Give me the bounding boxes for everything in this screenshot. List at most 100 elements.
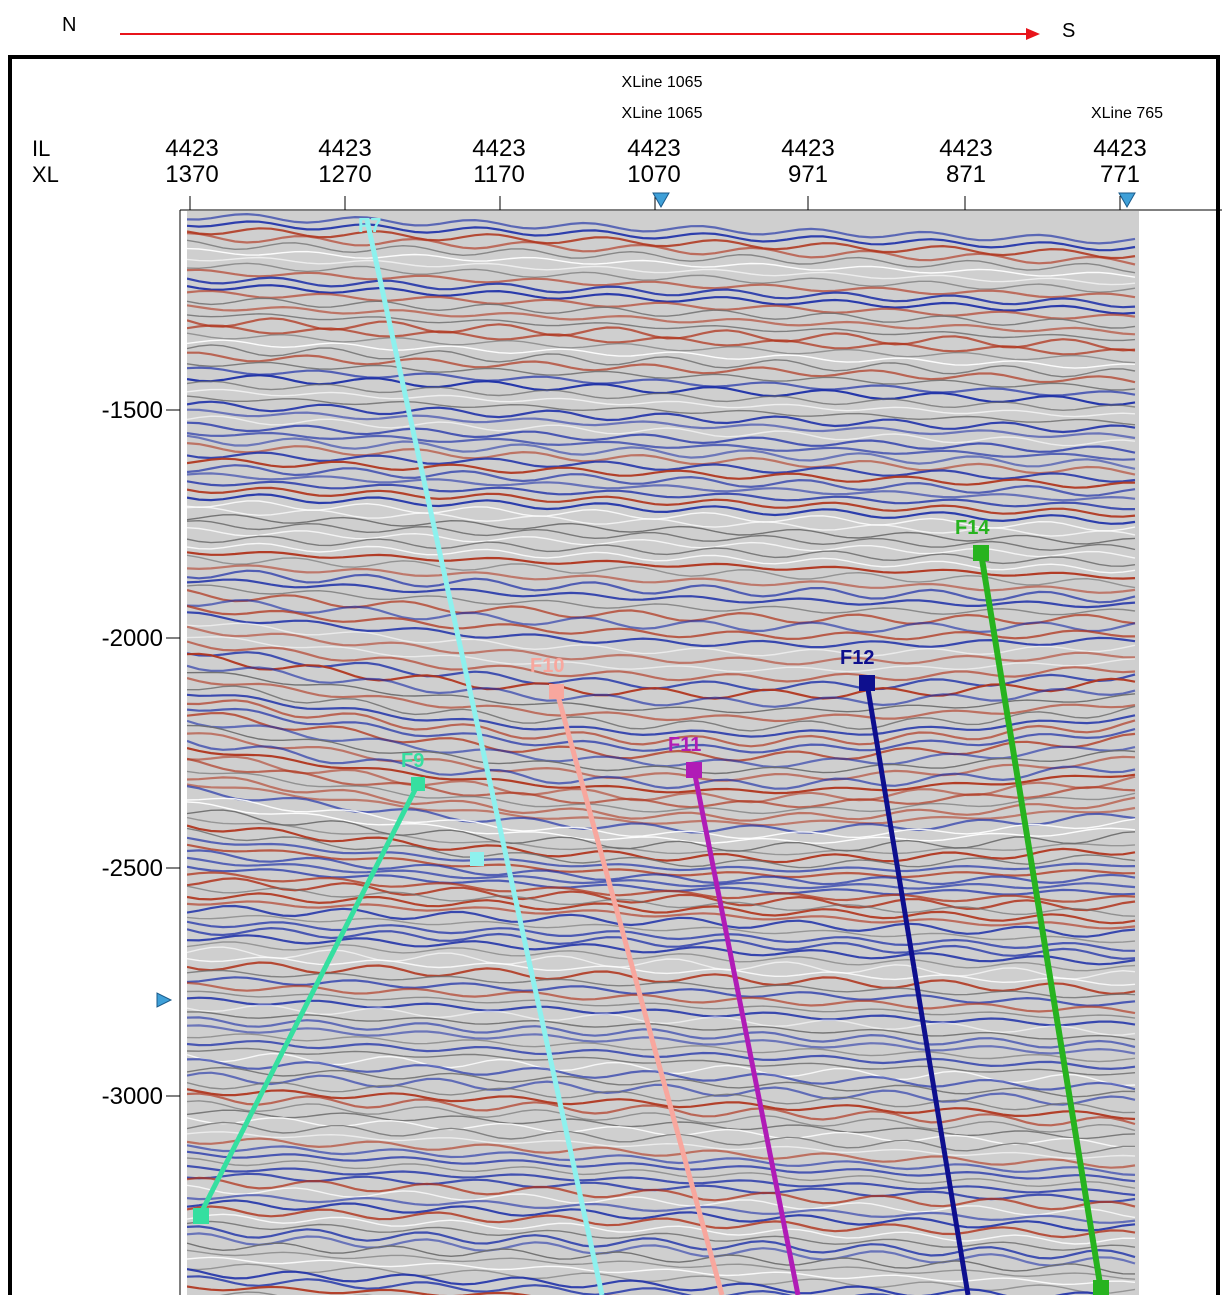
seismic-reflector [187,904,1136,938]
depth-marker-icon[interactable] [156,992,173,1008]
depth-tick-3000: -3000 [102,1083,163,1110]
col5-xl: 971 [788,161,828,188]
seismic-reflector [187,622,1136,657]
seismic-reflector [187,1256,1136,1286]
depth-tick-1500: -1500 [102,397,163,424]
seismic-reflector [187,732,1136,782]
seismic-reflector [187,871,1136,903]
seismic-reflector [187,415,1136,447]
seismic-reflector [187,262,1136,293]
seismic-reflector [187,836,1136,873]
col3-xl: 1170 [473,161,525,188]
seismic-reflector [187,685,1136,732]
seismic-reflector [187,1157,1136,1189]
seismic-reflector [187,247,1136,278]
seismic-reflector [187,849,1136,886]
seismic-reflector [187,981,1136,1015]
seismic-reflector [187,961,1136,996]
seismic-reflector [187,284,1136,315]
seismic-reflector [187,1092,1136,1127]
fault-f9-label: F9 [401,750,424,772]
seismic-reflector [187,636,1136,673]
seismic-reflector [187,1232,1136,1267]
fault-f12[interactable]: F12 [840,647,971,1295]
fault-f9[interactable]: F9 [193,750,425,1224]
seismic-reflector [187,514,1136,545]
seismic-reflector [187,500,1136,532]
seismic-reflector [187,1121,1135,1155]
seismic-reflector [187,652,1136,700]
seismic-reflector [187,707,1136,754]
seismic-reflector [187,1205,1136,1239]
seismic-reflector [187,816,1136,856]
seismic-reflector [187,914,1136,944]
seismic-reflector [187,941,1136,972]
seismic-reflector [187,1016,1136,1049]
seismic-reflector [187,783,1136,827]
col5-il: 4423 [781,135,834,162]
col6-xl: 871 [946,161,986,188]
seismic-reflector [187,464,1136,497]
xline-765-marker-icon[interactable] [1118,192,1136,209]
seismic-reflector [187,493,1136,525]
seismic-reflector [187,1071,1136,1106]
col2-il: 4423 [318,135,371,162]
seismic-reflector [187,256,1136,286]
header-ticks [189,196,1121,210]
seismic-reflector [187,332,1136,364]
seismic-reflector [187,1268,1109,1295]
seismic-reflector [187,297,1136,329]
seismic-reflector [187,770,1136,815]
seismic-reflector [187,1275,893,1295]
fault-f10-label: F10 [530,655,564,677]
seismic-reflector [187,366,1136,397]
fault-f10[interactable]: F10 [530,655,725,1295]
col1-il: 4423 [165,135,218,162]
seismic-reflector [187,824,1136,864]
seismic-reflector [187,711,1136,762]
seismic-reflector [187,380,1136,412]
seismic-reflector [187,611,1136,649]
seismic-reflector [187,304,1136,336]
fault-f7-label: F7 [358,215,381,237]
seismic-reflector [187,892,1136,925]
seismic-reflector [187,212,1136,245]
fault-f11-label: F11 [668,734,701,756]
seismic-reflector [187,324,1136,356]
seismic-reflector [187,1131,1136,1160]
seismic-reflector [187,956,1136,986]
seismic-reflector [187,757,1136,809]
seismic-reflector [187,276,1136,309]
seismic-reflector [187,1024,1136,1055]
fault-interpretations: F7 F9 F10 F11 F12 [193,215,1109,1295]
seismic-reflector [187,421,1136,454]
seismic-reflector [187,724,1136,775]
seismic-reflector [187,584,1136,616]
seismic-reflector [187,926,1136,960]
fault-f7[interactable]: F7 [358,215,605,1295]
xline-1065-marker-icon[interactable] [652,192,670,209]
col2-xl: 1270 [318,161,371,188]
fault-f11[interactable]: F11 [668,734,801,1295]
seismic-reflector [187,569,1136,604]
seismic-reflector [187,1109,1136,1140]
xl-label: XL [32,162,59,187]
seismic-reflector [187,472,1136,502]
seismic-reflector [187,289,1136,320]
seismic-reflector [187,232,1136,266]
seismic-reflector [187,1144,1136,1176]
seismic-reflector [187,239,1136,274]
seismic-reflector [187,809,1136,852]
seismic-reflector [187,313,1136,342]
seismic-reflector [187,1225,1136,1260]
col4-xl: 1070 [627,161,680,188]
seismic-reflector [187,797,1136,839]
seismic-reflector [187,693,1136,738]
seismic-reflector [187,395,1136,426]
col4-marker: XLine 1065 [622,105,703,122]
seismic-reflector [187,1249,1136,1280]
depth-axis: -1500 -2000 -2500 -3000 [102,397,180,1110]
fault-f14[interactable]: F14 [955,517,1109,1295]
seismic-reflector [187,1100,1136,1133]
